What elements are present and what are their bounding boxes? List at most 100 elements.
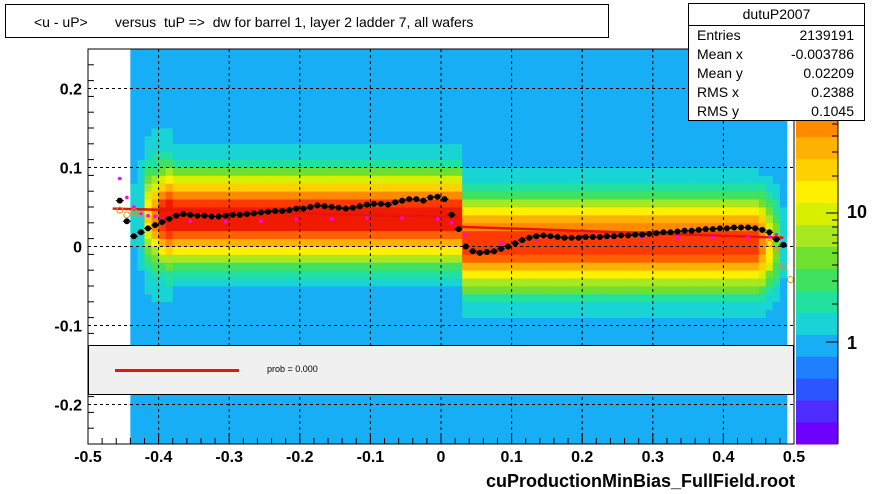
heatmap-cell	[229, 167, 237, 176]
heatmap-cell	[377, 301, 385, 311]
heatmap-cell	[751, 270, 760, 279]
heatmap-cell	[257, 191, 265, 200]
profile-point	[257, 209, 264, 216]
heatmap-cell	[391, 325, 400, 334]
heatmap-cell	[751, 317, 760, 326]
heatmap-cell	[765, 167, 774, 176]
heatmap-cell	[398, 64, 407, 74]
heatmap-cell	[553, 404, 562, 413]
heatmap-cell	[328, 96, 336, 105]
heatmap-cell	[744, 412, 753, 421]
heatmap-cell	[511, 143, 520, 153]
fit-line	[458, 225, 784, 240]
heatmap-cell	[568, 159, 576, 168]
heatmap-cell	[292, 128, 301, 137]
heatmap-cell	[342, 246, 350, 255]
heatmap-cell	[441, 317, 449, 326]
heatmap-cell	[172, 167, 181, 176]
heatmap-cell	[356, 333, 364, 342]
heatmap-cell	[553, 293, 562, 303]
heatmap-cell	[504, 191, 512, 200]
heatmap-cell	[652, 183, 661, 192]
heatmap-cell	[236, 80, 244, 89]
palette-swatch	[796, 378, 838, 401]
heatmap-cell	[186, 199, 195, 208]
heatmap-cell	[222, 104, 230, 113]
heatmap-cell	[250, 128, 258, 137]
heatmap-cell	[779, 301, 788, 311]
heatmap-cell	[497, 120, 505, 129]
heatmap-cell	[723, 301, 731, 311]
heatmap-cell	[363, 222, 371, 232]
heatmap-cell	[603, 301, 611, 311]
heatmap-cell	[695, 412, 703, 421]
heatmap-cell	[151, 104, 159, 113]
heatmap-cell	[433, 199, 442, 208]
heatmap-cell	[582, 207, 590, 216]
heatmap-cell	[772, 191, 781, 200]
heatmap-cell	[744, 151, 753, 160]
heatmap-cell	[158, 64, 167, 74]
heatmap-cell	[384, 64, 392, 74]
heatmap-cell	[377, 412, 385, 421]
secondary-point	[449, 221, 454, 225]
heatmap-cell	[130, 199, 138, 208]
heatmap-cell	[490, 214, 498, 224]
heatmap-cell	[525, 56, 534, 66]
heatmap-cell	[497, 175, 505, 184]
heatmap-cell	[264, 238, 272, 247]
profile-point	[370, 200, 377, 207]
heatmap-cell	[250, 270, 258, 279]
heatmap-cell	[652, 262, 661, 271]
heatmap-cell	[356, 207, 364, 216]
heatmap-cell	[610, 333, 618, 342]
heatmap-cell	[730, 286, 738, 295]
heatmap-cell	[652, 207, 661, 216]
heatmap-cell	[546, 151, 555, 160]
heatmap-cell	[186, 128, 195, 137]
heatmap-cell	[419, 333, 428, 342]
heatmap-cell	[151, 135, 159, 145]
heatmap-cell	[532, 175, 541, 184]
heatmap-cell	[349, 167, 357, 176]
heatmap-cell	[179, 262, 188, 271]
heatmap-cell	[328, 199, 336, 208]
heatmap-cell	[313, 286, 322, 295]
heatmap-cell	[222, 325, 230, 334]
heatmap-cell	[130, 293, 138, 303]
heatmap-cell	[370, 270, 378, 279]
heatmap-cell	[666, 120, 675, 129]
heatmap-cell	[193, 135, 202, 145]
heatmap-cell	[483, 151, 491, 160]
heatmap-cell	[405, 199, 414, 208]
heatmap-cell	[525, 88, 534, 97]
heatmap-cell	[723, 128, 731, 137]
heatmap-cell	[363, 325, 371, 334]
heatmap-cell	[250, 404, 258, 413]
heatmap-cell	[504, 207, 512, 216]
heatmap-cell	[638, 270, 647, 279]
heatmap-cell	[645, 120, 654, 129]
heatmap-cell	[709, 135, 717, 145]
heatmap-cell	[165, 222, 174, 232]
heatmap-cell	[723, 325, 731, 334]
heatmap-cell	[596, 262, 604, 271]
heatmap-cell	[582, 64, 590, 74]
heatmap-cell	[596, 404, 604, 413]
heatmap-cell	[172, 278, 181, 287]
heatmap-cell	[666, 396, 675, 405]
heatmap-cell	[730, 404, 738, 413]
heatmap-cell	[504, 72, 512, 81]
heatmap-cell	[236, 270, 244, 279]
heatmap-cell	[130, 191, 138, 200]
heatmap-cell	[363, 56, 371, 66]
heatmap-cell	[518, 412, 527, 421]
heatmap-cell	[441, 293, 449, 303]
heatmap-cell	[398, 278, 407, 287]
heatmap-cell	[652, 222, 661, 232]
profile-point	[385, 201, 392, 208]
heatmap-cell	[384, 230, 392, 239]
heatmap-cell	[313, 317, 322, 326]
heatmap-cell	[172, 262, 181, 271]
heatmap-cell	[236, 293, 244, 303]
